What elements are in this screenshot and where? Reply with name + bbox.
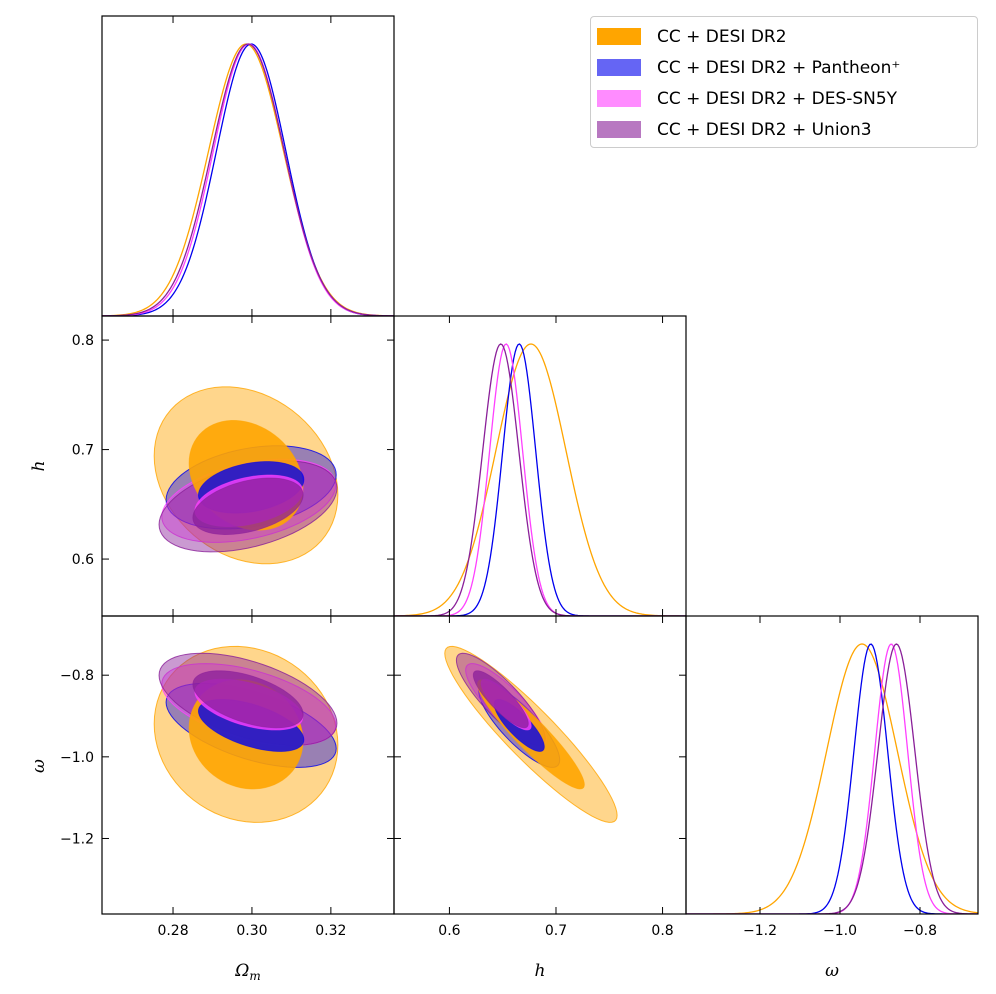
y-tick-label: 0.8 — [72, 333, 94, 349]
x-axis-label-h: h — [535, 961, 546, 981]
y-axis-label-h: h — [29, 461, 49, 472]
marginal-curve — [394, 343, 686, 616]
legend: CC + DESI DR2 CC + DESI DR2 + Pantheon⁺ … — [590, 16, 978, 148]
x-tick-label: −1.2 — [743, 923, 777, 939]
marginal-curve — [686, 643, 978, 914]
y-tick-label: 0.6 — [72, 552, 94, 568]
legend-swatch — [597, 121, 641, 138]
marginal-curve — [394, 343, 686, 616]
panel-frame — [685, 615, 979, 915]
x-axis-label-om: Ωm — [234, 961, 261, 983]
contour-68 — [472, 670, 529, 729]
marginal-curve — [102, 43, 394, 316]
marginal-curve — [686, 643, 978, 914]
marginal-curve — [394, 343, 686, 616]
legend-label: CC + DESI DR2 + DES-SN5Y — [657, 88, 898, 109]
x-tick-label: 0.7 — [545, 923, 567, 939]
x-tick-label: 0.8 — [651, 923, 673, 939]
y-tick-label: −1.0 — [60, 750, 94, 766]
legend-item: CC + DESI DR2 + Union3 — [597, 114, 977, 145]
marginal-curve — [686, 643, 978, 914]
x-axis-label-w: ω — [825, 961, 839, 981]
legend-item: CC + DESI DR2 + Pantheon⁺ — [597, 52, 977, 83]
marginal-curve — [686, 643, 978, 914]
panel-frame — [101, 15, 395, 317]
y-tick-label: −0.8 — [60, 668, 94, 684]
legend-label: CC + DESI DR2 + Pantheon⁺ — [657, 57, 901, 78]
y-axis-label-w: ω — [29, 759, 49, 773]
x-tick-label: 0.28 — [157, 923, 188, 939]
legend-swatch — [597, 90, 641, 107]
contour-68 — [192, 477, 304, 535]
contour-68 — [192, 670, 304, 729]
y-tick-label: 0.7 — [72, 443, 94, 459]
legend-label: CC + DESI DR2 — [657, 26, 787, 47]
marginal-curve — [102, 43, 394, 316]
legend-swatch — [597, 28, 641, 45]
x-tick-label: −1.0 — [823, 923, 857, 939]
panel-frame — [393, 315, 687, 617]
marginal-curve — [102, 43, 394, 316]
legend-item: CC + DESI DR2 + DES-SN5Y — [597, 83, 977, 114]
y-tick-label: −1.2 — [60, 831, 94, 847]
x-tick-label: 0.6 — [438, 923, 460, 939]
x-tick-label: 0.32 — [315, 923, 346, 939]
legend-label: CC + DESI DR2 + Union3 — [657, 119, 872, 140]
marginal-curve — [102, 43, 394, 316]
x-tick-label: 0.30 — [236, 923, 267, 939]
legend-item: CC + DESI DR2 — [597, 21, 977, 52]
marginal-curve — [394, 343, 686, 616]
x-tick-label: −0.8 — [903, 923, 937, 939]
legend-swatch — [597, 59, 641, 76]
